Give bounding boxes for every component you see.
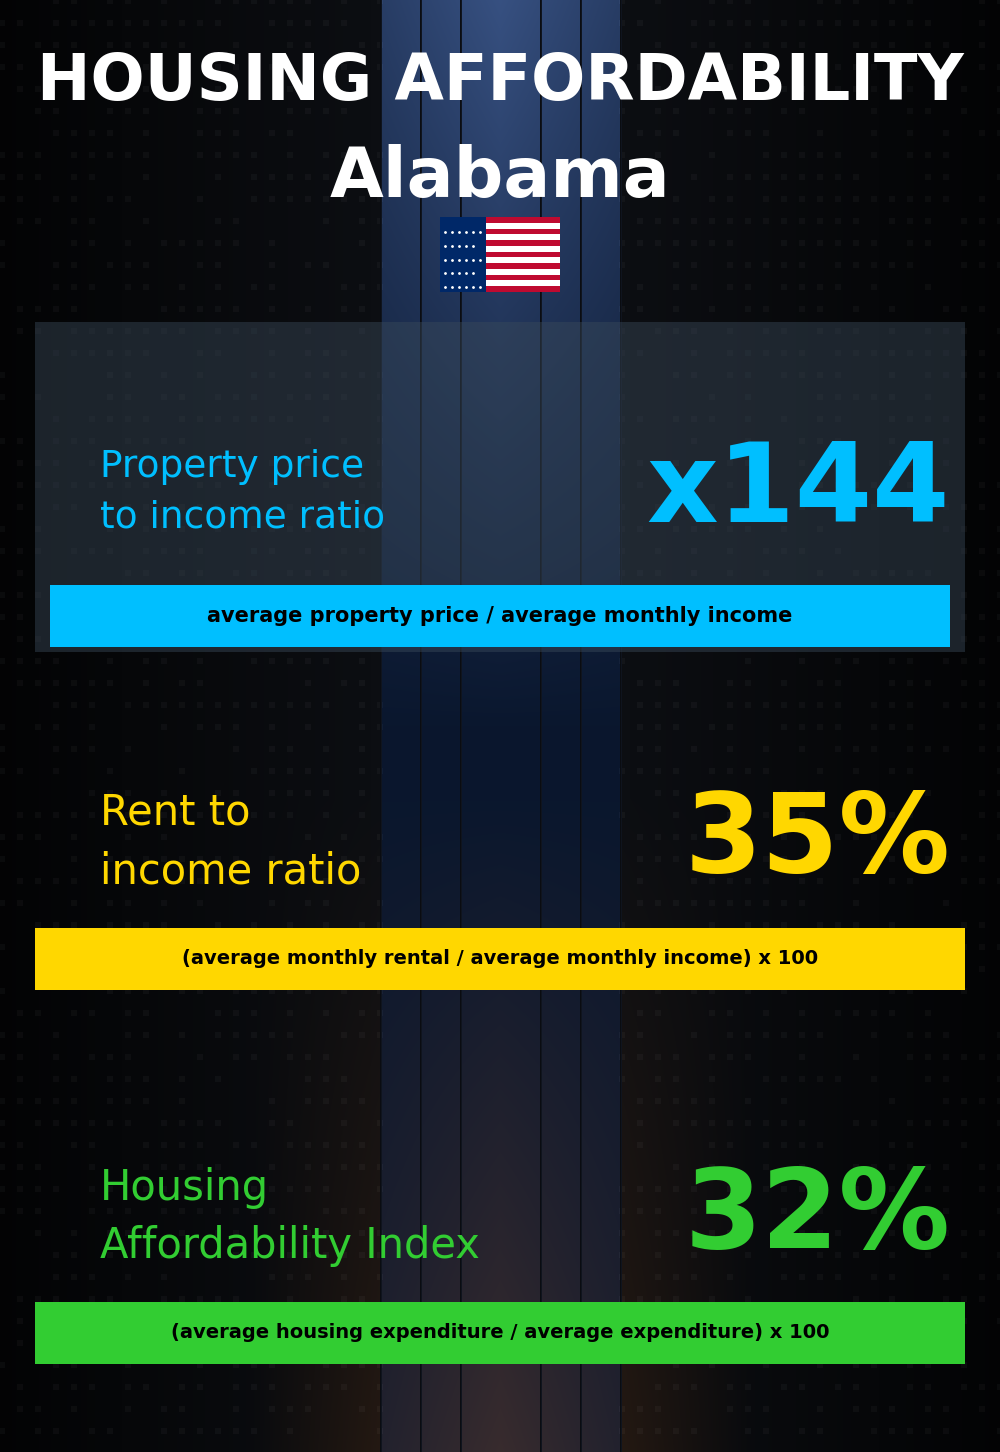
FancyBboxPatch shape — [486, 274, 560, 280]
FancyBboxPatch shape — [486, 257, 560, 263]
FancyBboxPatch shape — [440, 216, 486, 292]
FancyBboxPatch shape — [486, 216, 560, 222]
FancyBboxPatch shape — [486, 269, 560, 274]
FancyBboxPatch shape — [486, 286, 560, 292]
FancyBboxPatch shape — [486, 245, 560, 251]
Text: HOUSING AFFORDABILITY: HOUSING AFFORDABILITY — [37, 51, 963, 113]
FancyBboxPatch shape — [50, 585, 950, 648]
FancyBboxPatch shape — [35, 1302, 965, 1363]
FancyBboxPatch shape — [486, 234, 560, 240]
Text: 32%: 32% — [684, 1163, 950, 1270]
Text: Housing
Affordability Index: Housing Affordability Index — [100, 1167, 480, 1268]
FancyBboxPatch shape — [486, 280, 560, 286]
FancyBboxPatch shape — [486, 240, 560, 245]
Text: (average monthly rental / average monthly income) x 100: (average monthly rental / average monthl… — [182, 950, 818, 968]
FancyBboxPatch shape — [486, 251, 560, 257]
FancyBboxPatch shape — [486, 263, 560, 269]
Text: 35%: 35% — [684, 788, 950, 896]
Text: Alabama: Alabama — [330, 144, 670, 211]
FancyBboxPatch shape — [35, 928, 965, 990]
Text: Rent to
income ratio: Rent to income ratio — [100, 791, 361, 892]
Text: (average housing expenditure / average expenditure) x 100: (average housing expenditure / average e… — [171, 1324, 829, 1343]
Text: Property price
to income ratio: Property price to income ratio — [100, 449, 385, 534]
FancyBboxPatch shape — [35, 322, 965, 652]
FancyBboxPatch shape — [486, 222, 560, 228]
Text: average property price / average monthly income: average property price / average monthly… — [207, 605, 793, 626]
Text: x144: x144 — [647, 439, 950, 546]
FancyBboxPatch shape — [486, 228, 560, 234]
